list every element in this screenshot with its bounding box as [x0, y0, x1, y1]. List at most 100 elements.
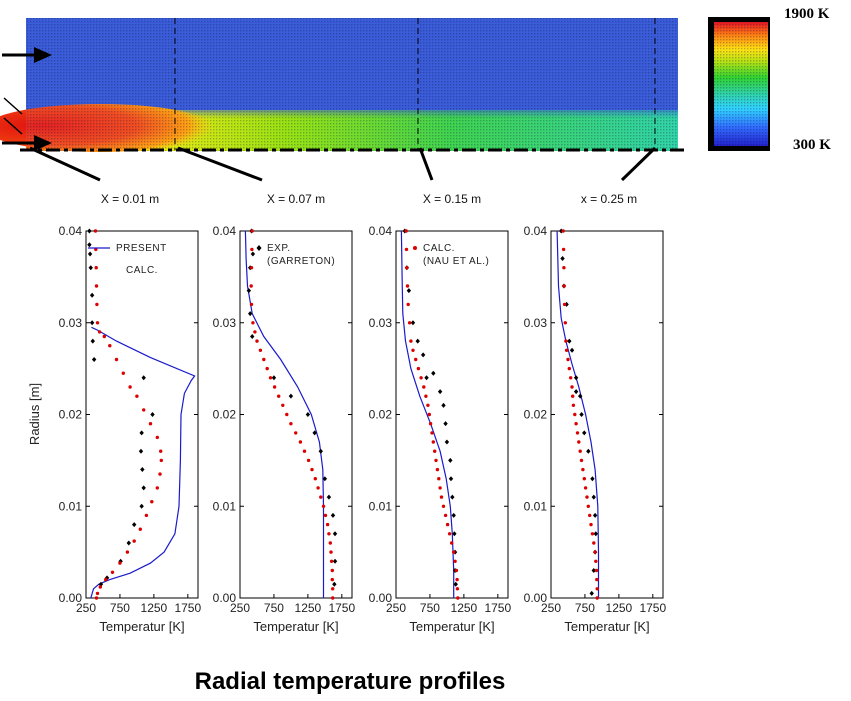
- point-calc-nau: [566, 357, 570, 362]
- point-calc-nau: [567, 366, 571, 371]
- point-calc-nau: [404, 247, 409, 252]
- point-calc-nau: [255, 339, 259, 343]
- point-exp-garreton: [332, 558, 338, 564]
- point-calc-nau: [563, 321, 567, 325]
- legend-label-line1: PRESENT: [116, 243, 167, 254]
- legend-label-line1: EXP.: [267, 243, 291, 254]
- point-calc-nau: [289, 422, 293, 426]
- point-exp-garreton: [590, 476, 595, 482]
- point-calc-nau: [265, 366, 269, 371]
- y-tick-label: 0.00: [524, 591, 548, 605]
- point-calc-nau: [121, 371, 126, 375]
- point-calc-nau: [249, 284, 253, 288]
- legend-swatch-dot: [413, 246, 417, 250]
- point-calc-nau: [426, 403, 430, 407]
- point-calc-nau: [325, 522, 330, 527]
- point-exp-garreton: [246, 288, 252, 294]
- legend-label-line2: (NAU ET AL.): [423, 256, 489, 267]
- colorbar-max-label: 1900 K: [784, 6, 830, 22]
- point-calc-nau: [455, 587, 460, 591]
- point-calc-nau: [564, 348, 569, 352]
- station-pointer-1: [29, 146, 101, 182]
- point-exp-garreton: [593, 531, 598, 537]
- point-calc-nau: [455, 577, 459, 582]
- point-calc-nau: [249, 302, 254, 307]
- y-tick-label: 0.04: [213, 224, 237, 238]
- point-calc-nau: [110, 570, 115, 574]
- point-exp-garreton: [98, 581, 104, 587]
- x-axis-label: Temperatur [K]: [564, 619, 649, 634]
- legend-entry-2: EXP. (GARRETON): [256, 243, 335, 267]
- point-calc-nau: [424, 394, 428, 398]
- x-tick-label: 250: [386, 601, 406, 615]
- point-exp-garreton: [451, 512, 456, 518]
- legend-label-line2: (GARRETON): [267, 256, 335, 267]
- panel-2: 0.00 0.01 0.02 0.03 0.04 250 750 1250 1750 Temper…: [213, 224, 356, 634]
- point-calc-nau: [456, 596, 460, 600]
- point-calc-nau: [583, 486, 588, 490]
- point-exp-garreton: [250, 251, 256, 257]
- field-dither: [26, 18, 678, 151]
- point-calc-nau: [272, 385, 277, 389]
- x-tick-label: 1250: [141, 601, 168, 615]
- station-pointer-3: [418, 147, 434, 181]
- x-tick-label: 250: [76, 601, 96, 615]
- station-pointer-2: [177, 146, 263, 182]
- point-exp-garreton: [591, 567, 596, 573]
- point-calc-nau: [330, 568, 334, 573]
- panel-frame: [239, 230, 353, 599]
- point-calc-nau: [577, 440, 581, 444]
- point-exp-garreton: [420, 352, 426, 358]
- point-exp-garreton: [582, 430, 587, 436]
- point-calc-nau: [93, 229, 98, 233]
- point-calc-nau: [450, 541, 454, 545]
- point-calc-nau: [595, 587, 599, 591]
- x-tick-label: 1750: [639, 601, 666, 615]
- y-tick-label: 0.02: [524, 408, 548, 422]
- point-calc-nau: [323, 513, 328, 518]
- station-label-4: x = 0.25 m: [581, 192, 637, 206]
- point-exp-garreton: [126, 540, 131, 546]
- point-calc-nau: [277, 394, 281, 398]
- point-exp-garreton: [579, 412, 584, 417]
- x-tick-label: 750: [575, 601, 595, 615]
- colorbar-dither: [714, 22, 768, 146]
- legend-label-line2: CALC.: [126, 265, 158, 276]
- point-calc-nau: [411, 348, 415, 352]
- y-tick-label: 0.03: [524, 316, 548, 330]
- point-calc-nau: [104, 577, 108, 582]
- point-calc-nau: [114, 357, 119, 362]
- point-calc-nau: [132, 539, 136, 543]
- y-tick-label: 0.03: [59, 316, 83, 330]
- point-exp-garreton: [150, 412, 155, 417]
- legend-label-line1: CALC.: [423, 243, 455, 254]
- point-calc-nau: [258, 348, 263, 352]
- point-exp-garreton: [406, 288, 412, 294]
- point-exp-garreton: [250, 334, 255, 340]
- series-present-calc-line: [90, 326, 196, 599]
- point-calc-nau: [94, 266, 98, 270]
- point-calc-nau: [294, 431, 298, 435]
- point-calc-nau: [435, 467, 440, 472]
- point-calc-nau: [298, 440, 303, 444]
- point-calc-nau: [159, 449, 163, 453]
- x-tick-label: 1750: [484, 601, 511, 615]
- point-calc-nau: [142, 408, 146, 412]
- point-exp-garreton: [444, 439, 450, 445]
- legend-entry-1: PRESENT CALC.: [88, 243, 167, 276]
- point-calc-nau: [268, 376, 273, 380]
- point-calc-nau: [431, 440, 435, 444]
- point-calc-nau: [447, 532, 452, 536]
- point-calc-nau: [562, 284, 566, 288]
- colorbar: 1900 K 300 K: [708, 6, 831, 153]
- point-calc-nau: [430, 431, 434, 435]
- point-calc-nau: [310, 467, 314, 472]
- point-exp-garreton: [140, 467, 145, 473]
- x-tick-label: 750: [264, 601, 284, 615]
- point-calc-nau: [331, 596, 335, 600]
- point-calc-nau: [250, 247, 254, 252]
- point-calc-nau: [419, 376, 423, 380]
- point-exp-garreton: [87, 228, 92, 234]
- point-calc-nau: [313, 477, 317, 481]
